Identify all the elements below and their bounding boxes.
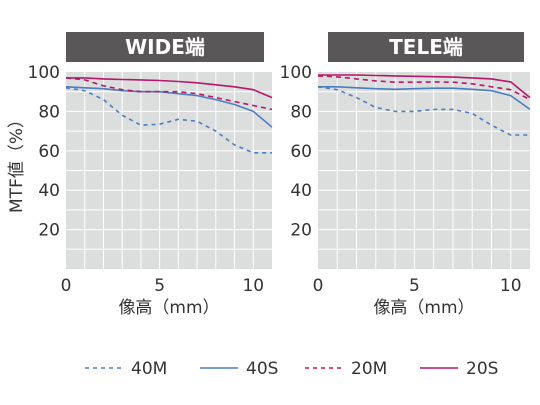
- series-line-40s: [318, 86, 531, 111]
- y-tick-label: 60: [38, 142, 60, 162]
- legend-label-20m: 20M: [351, 359, 387, 379]
- y-tick-label: 20: [290, 221, 312, 241]
- series-line-20s: [66, 77, 273, 99]
- x-axis-title: 像高（mm）: [373, 298, 474, 318]
- y-tick-label: 100: [280, 63, 312, 83]
- legend-label-40s: 40S: [246, 359, 278, 379]
- x-axis-title: 像高（mm）: [118, 298, 219, 318]
- series-line-40m: [317, 86, 530, 136]
- y-tick-label: 40: [38, 181, 60, 201]
- panel-title: WIDE端: [125, 35, 205, 59]
- x-tick-label: 10: [500, 276, 522, 296]
- panel-header: [328, 32, 524, 62]
- legend: 40M 40S 20M 20S: [85, 359, 498, 379]
- x-tick-label: 0: [61, 276, 72, 296]
- y-tick-label: 40: [290, 181, 312, 201]
- legend-label-20s: 20S: [466, 359, 498, 379]
- y-axis-title: MTF値（%）: [7, 111, 27, 213]
- x-tick-label: 5: [154, 276, 165, 296]
- series-line-40s: [65, 86, 273, 128]
- y-tick-label: 20: [38, 221, 60, 241]
- y-tick-label: 80: [38, 102, 60, 122]
- panel-wide: WIDE端 20 40 60 80 100 0 5 10 像高（mm）: [28, 32, 273, 318]
- y-tick-label: 80: [290, 102, 312, 122]
- x-tick-label: 5: [409, 276, 420, 296]
- panel-tele: TELE端 20 40 60 80 100 0 5 10 像高（mm）: [280, 32, 531, 318]
- grid: [66, 72, 272, 269]
- series-line-20s: [318, 74, 531, 99]
- legend-label-40m: 40M: [131, 359, 167, 379]
- y-tick-label: 100: [28, 63, 60, 83]
- series-line-40m: [65, 87, 272, 154]
- x-tick-label: 0: [313, 276, 324, 296]
- panel-header: [66, 32, 264, 62]
- x-tick-label: 10: [242, 276, 264, 296]
- panel-title: TELE端: [389, 35, 463, 59]
- series-line-20m: [65, 77, 273, 111]
- grid: [318, 72, 530, 269]
- y-tick-label: 60: [290, 142, 312, 162]
